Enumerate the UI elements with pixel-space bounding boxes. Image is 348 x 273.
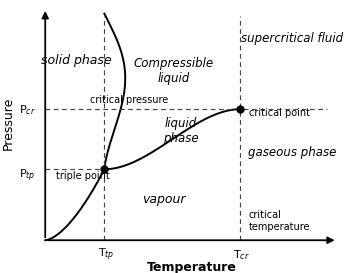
Text: T$_{cr}$: T$_{cr}$: [234, 248, 250, 262]
Text: gaseous phase: gaseous phase: [248, 146, 337, 159]
Text: P$_{cr}$: P$_{cr}$: [19, 104, 36, 117]
Text: solid phase: solid phase: [41, 54, 112, 67]
Text: critical point: critical point: [249, 108, 310, 118]
Text: critical pressure: critical pressure: [90, 95, 169, 105]
Text: vapour: vapour: [142, 193, 185, 206]
Text: T$_{tp}$: T$_{tp}$: [98, 247, 114, 263]
Text: critical
temperature: critical temperature: [249, 210, 310, 232]
Text: P$_{tp}$: P$_{tp}$: [19, 168, 35, 184]
Text: supercritical fluid: supercritical fluid: [241, 32, 343, 45]
Text: Compressible
liquid: Compressible liquid: [134, 57, 214, 85]
Text: liquid
phase: liquid phase: [163, 117, 199, 145]
Text: Temperature: Temperature: [147, 261, 236, 273]
Text: triple point: triple point: [56, 171, 109, 181]
Text: Pressure: Pressure: [2, 96, 15, 150]
